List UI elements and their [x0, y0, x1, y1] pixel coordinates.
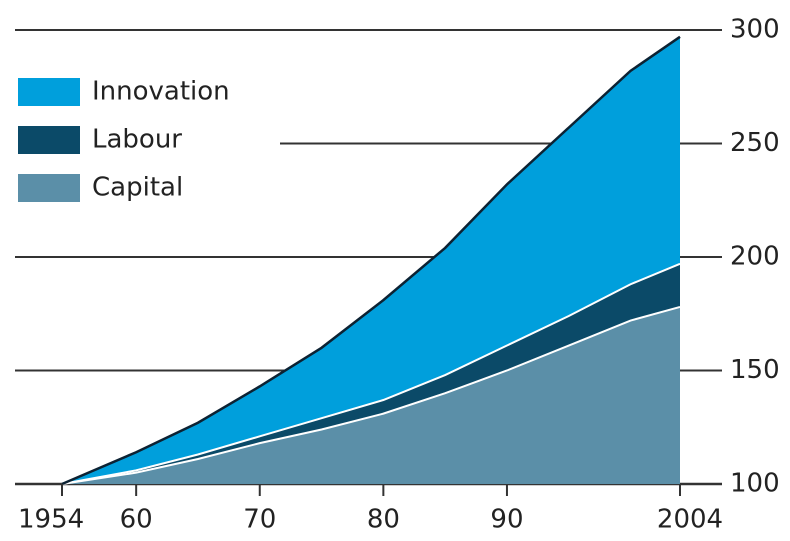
x-tick-label: 90 [490, 505, 523, 535]
area [62, 36, 680, 485]
x-tick-label: 2004 [657, 505, 723, 535]
y-tick-label: 100 [730, 469, 780, 499]
divider [61, 305, 681, 485]
x-tick-label: 80 [367, 505, 400, 535]
y-tick-label: 300 [730, 15, 780, 45]
legend-label: Labour [92, 125, 182, 155]
x-tick-label: 70 [243, 505, 276, 535]
legend-swatch [18, 78, 80, 106]
y-tick-label: 200 [730, 242, 780, 272]
x-tick-label: 1954 [18, 505, 84, 535]
x-tick-label: 60 [120, 505, 153, 535]
areas [61, 35, 681, 486]
legend: Innovation Labour Capital [10, 70, 280, 210]
top-edge [61, 35, 681, 486]
y-tick-label: 150 [730, 355, 780, 385]
legend-swatch [18, 174, 80, 202]
area [62, 306, 680, 484]
y-tick-label: 250 [730, 128, 780, 158]
legend-swatch [18, 126, 80, 154]
legend-label: Capital [92, 173, 183, 203]
legend-label: Innovation [92, 77, 230, 107]
divider [61, 262, 681, 485]
